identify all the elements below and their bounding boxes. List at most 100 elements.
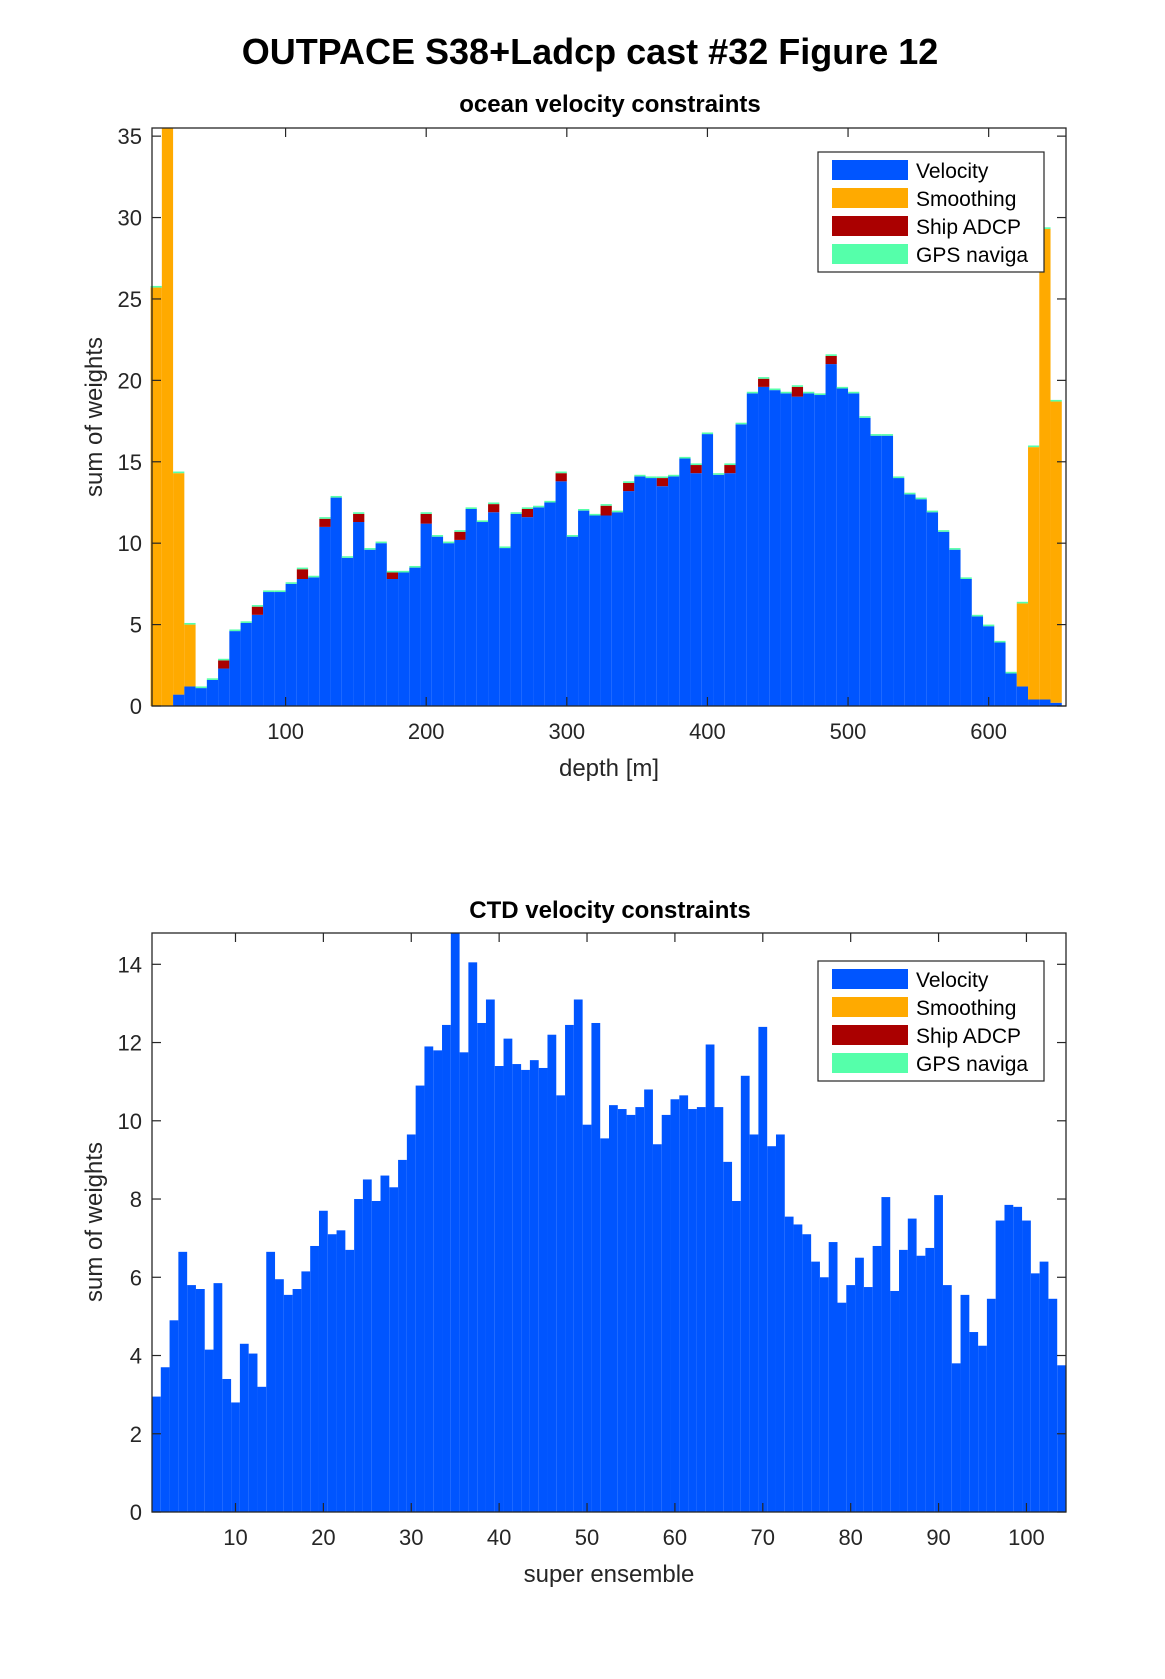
bar-segment-velocity [206, 679, 219, 706]
x-tick-label: 30 [399, 1525, 423, 1550]
bar-segment-velocity [178, 1251, 188, 1512]
bar-segment-velocity [617, 1109, 627, 1512]
bar-segment-velocity [248, 1353, 258, 1512]
bar-segment-ship-adcp [555, 473, 567, 482]
bar-segment-velocity [732, 1200, 741, 1512]
bar-segment-velocity [354, 1199, 363, 1512]
x-tick-label: 20 [311, 1525, 335, 1550]
bar-segment-ship-adcp [521, 508, 534, 518]
bar-segment-gps-naviga [398, 570, 410, 573]
bar-segment-gps-naviga [870, 434, 882, 436]
bar-segment-gps-naviga [488, 502, 500, 505]
y-tick-label: 10 [118, 1109, 142, 1134]
bar-segment-velocity [251, 614, 264, 706]
y-tick-label: 6 [130, 1265, 142, 1290]
bar-segment-velocity [341, 557, 354, 706]
bar-segment-velocity [872, 1245, 882, 1512]
bar-segment-ship-adcp [825, 355, 837, 365]
bar-segment-velocity [679, 458, 691, 706]
bar-segment-velocity [899, 1249, 908, 1512]
bar-segment-velocity [433, 1050, 443, 1512]
bar-segment-gps-naviga [443, 541, 455, 544]
bar-segment-velocity [983, 626, 995, 706]
bar-segment-gps-naviga [679, 456, 691, 459]
bar-segment-gps-naviga [634, 474, 646, 477]
bar-segment-ship-adcp [420, 513, 432, 524]
bar-segment-velocity [645, 478, 657, 706]
bar-segment-velocity [652, 1144, 662, 1512]
y-tick-label: 10 [118, 531, 142, 556]
bar-segment-velocity [837, 1302, 847, 1512]
x-axis-label: depth [m] [559, 755, 659, 782]
bar-segment-ship-adcp [353, 513, 365, 523]
bar-segment-velocity [240, 622, 252, 706]
bar-segment-velocity [723, 1161, 733, 1512]
bar-segment-gps-naviga [454, 530, 466, 532]
bar-segment-gps-naviga [645, 476, 657, 479]
legend-swatch [832, 216, 908, 236]
bar-segment-velocity [1030, 1273, 1040, 1512]
bar-segment-gps-naviga [983, 624, 995, 627]
bar-segment-gps-naviga [701, 432, 714, 435]
bar-segment-velocity [485, 999, 495, 1512]
bar-segment-gps-naviga [713, 473, 725, 475]
bar-segment-gps-naviga [353, 512, 365, 514]
bar-segment-gps-naviga [803, 391, 815, 394]
bar-segment-smoothing [1039, 228, 1051, 700]
bar-segment-velocity [173, 694, 185, 706]
bar-segment-gps-naviga [690, 463, 702, 466]
bar-segment-velocity [635, 1107, 645, 1512]
bar-segment-gps-naviga [544, 500, 556, 503]
bar-segment-velocity [257, 1386, 267, 1512]
bar-segment-velocity [836, 388, 849, 706]
bar-segment-velocity [415, 1085, 425, 1512]
bar-segment-gps-naviga [668, 474, 680, 477]
bar-segment-gps-naviga [308, 575, 320, 578]
legend: Velocity Smoothing Ship ADCP GPS naviga [817, 960, 1045, 1082]
bar-segment-velocity [263, 592, 275, 706]
bar-segment-velocity [828, 1242, 838, 1512]
bar-segment-velocity [986, 1298, 996, 1512]
bar-segment-velocity [688, 1109, 697, 1512]
bar-segment-gps-naviga [904, 492, 916, 495]
bar-segment-velocity [296, 579, 309, 706]
bar-segment-velocity [960, 579, 972, 706]
bar-segment-velocity [310, 1245, 319, 1512]
bar-segment-velocity [938, 531, 950, 706]
bar-segment-velocity [218, 668, 230, 706]
bar-segment-velocity [465, 508, 477, 706]
legend-label: Ship ADCP [916, 216, 1021, 239]
bar-segment-gps-naviga [184, 622, 196, 625]
bar-segment-velocity [859, 417, 871, 706]
bar-segment-ship-adcp [319, 518, 331, 527]
y-tick-label: 0 [130, 694, 142, 719]
bar-segment-velocity [623, 491, 635, 706]
bar-segment-ship-adcp [758, 378, 770, 387]
bar-segment-gps-naviga [476, 520, 489, 523]
bar-segment-velocity [1028, 699, 1040, 706]
bar-segment-velocity [758, 1026, 768, 1512]
bar-segment-velocity [735, 424, 747, 706]
bar-segment-velocity [668, 476, 680, 706]
bar-segment-velocity [283, 1294, 293, 1512]
bar-segment-gps-naviga [330, 495, 342, 498]
bar-segment-ship-adcp [218, 660, 230, 669]
legend-swatch [832, 997, 908, 1017]
bar-segment-velocity [468, 962, 478, 1512]
bar-segment-velocity [589, 515, 601, 706]
bar-segment-velocity [769, 390, 781, 706]
x-tick-label: 80 [838, 1525, 862, 1550]
bar-segment-velocity [266, 1251, 276, 1512]
bar-segment-gps-naviga [915, 497, 927, 500]
bar-segment-velocity [187, 1285, 196, 1512]
bar-segment-velocity [285, 583, 297, 706]
bar-segment-velocity [758, 386, 770, 706]
bar-segment-gps-naviga [938, 530, 950, 532]
bar-segment-gps-naviga [656, 476, 669, 479]
bar-segment-velocity [690, 473, 702, 706]
bar-segment-gps-naviga [735, 422, 747, 425]
chart-ctd-velocity: CTD velocity constraints 10 20 30 40 50 60 70 8… [81, 897, 1067, 1588]
bar-segment-velocity [793, 1224, 803, 1512]
bar-segment-velocity [336, 1230, 346, 1512]
bar-segment-velocity [960, 1294, 970, 1512]
